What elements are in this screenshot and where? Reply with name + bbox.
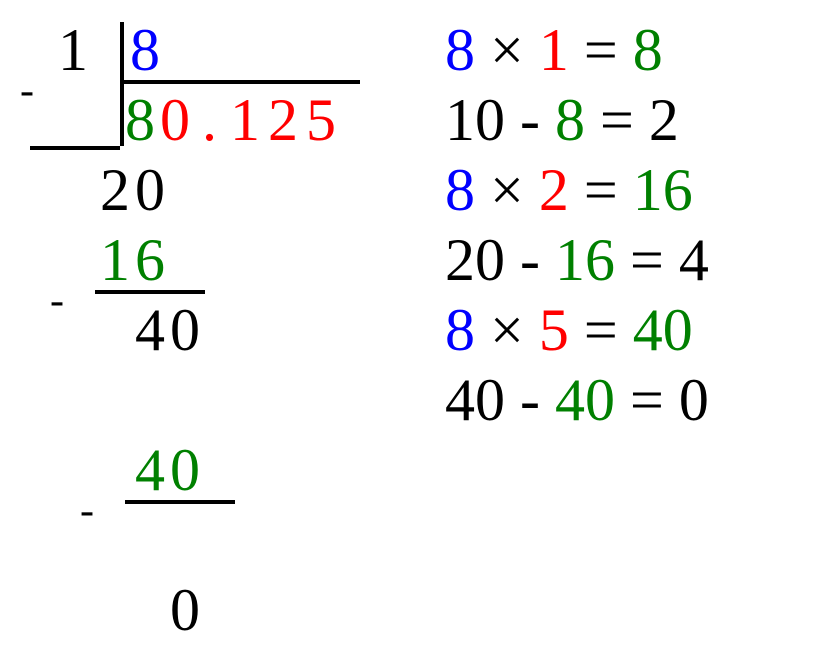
explain-seg-3-1: 16 <box>555 227 615 293</box>
quotient-digit-4: 5 <box>306 90 336 150</box>
quotient-digit-2: 1 <box>230 90 260 150</box>
explain-line-3: 20 - 16 = 4 <box>445 230 709 290</box>
explain-seg-4-4: 40 <box>633 297 693 363</box>
quotient-digit-0: 0 <box>160 90 190 150</box>
explain-seg-4-1: × <box>475 297 539 363</box>
explain-seg-0-2: 1 <box>539 17 569 83</box>
explain-seg-2-4: 16 <box>633 157 693 223</box>
explain-seg-5-2: = 0 <box>615 367 709 433</box>
quotient-digit-3: 2 <box>268 90 298 150</box>
explain-seg-2-3: = <box>569 157 633 223</box>
explain-seg-0-0: 8 <box>445 17 475 83</box>
explain-line-0: 8 × 1 = 8 <box>445 20 663 80</box>
step-digit-8: 0 <box>170 580 200 640</box>
explain-seg-1-2: = 2 <box>585 87 679 153</box>
step-digit-6: 4 <box>135 440 165 500</box>
step-digit-0: 2 <box>100 160 130 220</box>
explain-line-2: 8 × 2 = 16 <box>445 160 693 220</box>
explain-seg-3-0: 20 - <box>445 227 555 293</box>
dividend: 8 <box>130 20 160 80</box>
stage: 1 8 8 0.125 --- 201640400 8 × 1 = 810 - … <box>0 0 813 650</box>
explain-line-5: 40 - 40 = 0 <box>445 370 709 430</box>
quotient-digit-1: . <box>202 90 217 150</box>
explain-seg-4-0: 8 <box>445 297 475 363</box>
explain-seg-5-0: 40 - <box>445 367 555 433</box>
division-top-rule <box>120 80 360 84</box>
explain-seg-4-2: 5 <box>539 297 569 363</box>
explain-seg-0-1: × <box>475 17 539 83</box>
minus-sign-0: - <box>20 70 34 112</box>
quotient-leading: 8 <box>125 90 155 150</box>
step-digit-3: 6 <box>135 230 165 290</box>
step-rule-0 <box>95 290 205 294</box>
step-digit-4: 4 <box>135 300 165 360</box>
explain-seg-5-1: 40 <box>555 367 615 433</box>
explain-line-4: 8 × 5 = 40 <box>445 300 693 360</box>
step-rule-2 <box>125 500 235 504</box>
divisor: 1 <box>58 20 88 80</box>
minus-sign-1: - <box>50 280 64 322</box>
explain-seg-1-1: 8 <box>555 87 585 153</box>
explain-seg-4-3: = <box>569 297 633 363</box>
division-under-quotient-rule <box>30 146 120 150</box>
step-digit-5: 0 <box>170 300 200 360</box>
explain-seg-0-3: = <box>569 17 633 83</box>
explain-seg-2-1: × <box>475 157 539 223</box>
explain-seg-2-2: 2 <box>539 157 569 223</box>
explain-line-1: 10 - 8 = 2 <box>445 90 679 150</box>
explain-seg-3-2: = 4 <box>615 227 709 293</box>
division-vertical-rule <box>120 22 124 146</box>
minus-sign-2: - <box>80 490 94 532</box>
explain-seg-1-0: 10 - <box>445 87 555 153</box>
step-digit-7: 0 <box>170 440 200 500</box>
explain-seg-0-4: 8 <box>633 17 663 83</box>
explain-seg-2-0: 8 <box>445 157 475 223</box>
step-digit-1: 0 <box>135 160 165 220</box>
step-digit-2: 1 <box>100 230 130 290</box>
